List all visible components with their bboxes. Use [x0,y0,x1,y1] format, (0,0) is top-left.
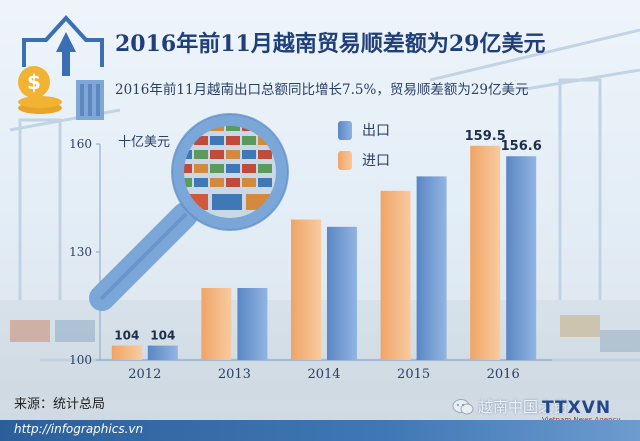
bar-export-2012 [147,345,178,360]
bar-import-2013 [201,288,232,360]
bar-import-2012 [111,345,142,360]
page-title: 2016年前11月越南贸易顺差额为29亿美元 [115,31,546,57]
dollar-upload-logo-icon: $ [18,15,104,120]
x-tick-label: 2016 [487,367,520,382]
data-label: 159.5 [465,129,506,144]
chart-legend: 出口 进口 [338,120,390,180]
source-url-link[interactable]: http://infographics.vn [14,422,144,436]
y-tick-label: 130 [69,245,92,259]
bar-export-2016 [506,156,537,360]
x-tick-label: 2013 [218,367,251,382]
legend-item-import: 进口 [338,150,390,170]
legend-swatch-export [338,120,352,140]
x-tick-label: 2015 [397,367,430,382]
bar-export-2015 [416,176,447,360]
bar-import-2015 [380,190,411,360]
data-label: 156.6 [501,139,542,154]
y-axis-label: 十亿美元 [118,135,170,150]
legend-swatch-import [338,150,352,170]
wechat-icon [452,398,474,414]
source-note: 来源：统计总局 [14,397,106,412]
svg-text:$: $ [27,70,41,94]
url-bar [0,420,640,441]
y-tick-label: 160 [69,137,92,151]
x-tick-label: 2012 [128,367,161,382]
wechat-watermark: 越南中国之窗 [452,396,568,417]
page-subtitle: 2016年前11月越南出口总额同比增长7.5%，贸易顺差额为29亿美元 [115,82,529,98]
bar-import-2014 [291,219,321,360]
legend-label-import: 进口 [362,153,390,169]
bar-export-2014 [327,226,357,360]
y-tick-label: 100 [69,353,92,367]
bar-export-2013 [237,288,268,360]
data-label: 104 [114,329,139,343]
data-label: 104 [150,329,175,343]
bar-import-2016 [470,145,501,360]
x-tick-label: 2014 [307,367,340,382]
wechat-label: 越南中国之窗 [478,398,569,416]
legend-item-export: 出口 [338,120,390,140]
agency-name: TTXVN [542,398,612,418]
legend-label-export: 出口 [362,123,390,139]
